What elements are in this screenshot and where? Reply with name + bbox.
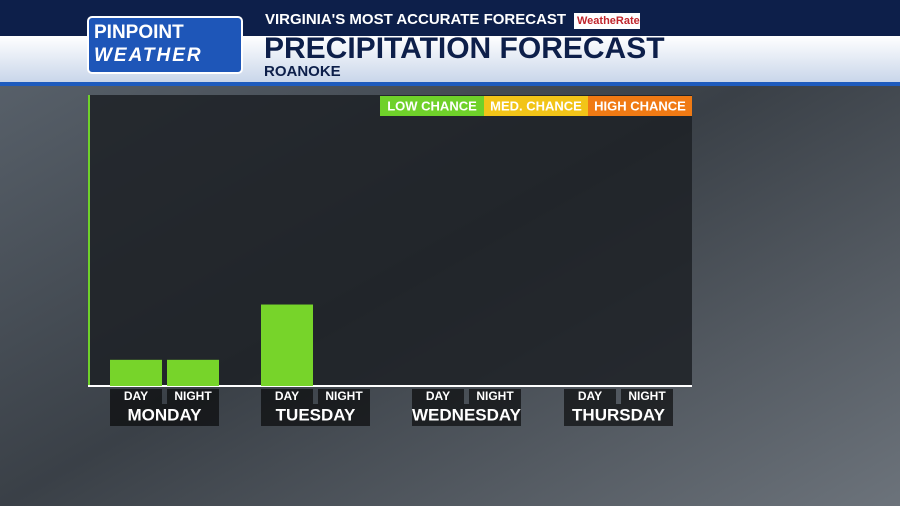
logo-top: PINPOINT: [94, 22, 184, 43]
period-label: NIGHT: [174, 389, 212, 403]
badge: WeatheRate: [577, 15, 640, 27]
legend-label: HIGH CHANCE: [594, 98, 686, 113]
bar: [167, 359, 219, 386]
legend-label: MED. CHANCE: [490, 98, 582, 113]
day-label: WEDNESDAY: [412, 405, 522, 424]
plot-area: [88, 95, 692, 386]
day-label-box: [564, 404, 673, 426]
badge-box: [574, 13, 640, 29]
period-label-box: [167, 389, 219, 404]
period-label-box: [318, 389, 370, 404]
period-label: DAY: [124, 389, 148, 403]
period-label: NIGHT: [476, 389, 514, 403]
day-label: TUESDAY: [276, 405, 356, 424]
period-label-box: [110, 389, 162, 404]
chart-subtitle: ROANOKE: [264, 63, 341, 80]
day-label: MONDAY: [128, 405, 203, 424]
period-label-box: [564, 389, 616, 404]
period-label: DAY: [426, 389, 450, 403]
bar: [110, 359, 162, 386]
day-label-box: [412, 404, 521, 426]
period-label-box: [261, 389, 313, 404]
period-label: NIGHT: [325, 389, 363, 403]
period-label-box: [469, 389, 521, 404]
logo-bottom: WEATHER: [94, 45, 203, 66]
bar: [261, 304, 313, 386]
legend-swatch: [588, 96, 692, 116]
day-label: THURSDAY: [572, 405, 666, 424]
period-label: NIGHT: [628, 389, 666, 403]
legend-label: LOW CHANCE: [387, 98, 477, 113]
chart-title: PRECIPITATION FORECAST: [264, 32, 665, 65]
period-label: DAY: [275, 389, 299, 403]
legend-swatch: [484, 96, 588, 116]
period-label: DAY: [578, 389, 602, 403]
period-label-box: [621, 389, 673, 404]
day-label-box: [261, 404, 370, 426]
logo-box: [87, 16, 243, 74]
legend-swatch: [380, 96, 484, 116]
day-label-box: [110, 404, 219, 426]
tagline: VIRGINIA'S MOST ACCURATE FORECAST: [265, 11, 566, 28]
header-rule: [0, 82, 900, 86]
period-label-box: [412, 389, 464, 404]
